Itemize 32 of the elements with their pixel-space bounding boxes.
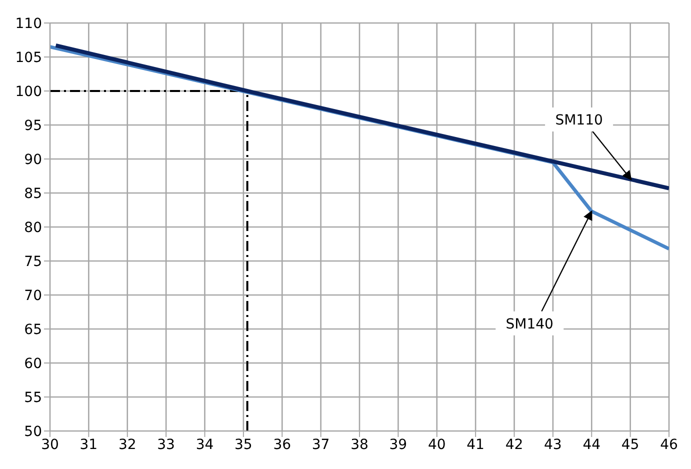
x-tick-label: 31 xyxy=(80,436,98,453)
x-tick-label: 30 xyxy=(41,436,59,453)
x-tick-label: 41 xyxy=(466,436,484,453)
x-tick-label: 40 xyxy=(428,436,446,453)
x-tick-label: 44 xyxy=(582,436,601,453)
y-tick-label: 55 xyxy=(24,390,42,406)
x-tick-label: 42 xyxy=(505,436,524,453)
y-tick-label: 80 xyxy=(24,220,42,236)
y-tick-label: 105 xyxy=(15,50,42,66)
x-tick-label: 37 xyxy=(312,436,330,453)
y-tick-label: 70 xyxy=(24,288,42,304)
y-tick-label: 50 xyxy=(24,424,42,440)
x-tick-label: 43 xyxy=(544,436,562,453)
x-tick-label: 35 xyxy=(234,436,252,453)
y-tick-label: 100 xyxy=(15,84,42,100)
y-tick-label: 65 xyxy=(24,322,42,338)
y-tick-label: 95 xyxy=(24,118,42,134)
y-tick-label: 60 xyxy=(24,356,42,372)
y-tick-label: 110 xyxy=(15,16,42,32)
x-tick-label: 45 xyxy=(621,436,640,453)
x-tick-label: 38 xyxy=(350,436,368,453)
x-tick-label: 36 xyxy=(273,436,292,453)
x-tick-label: 33 xyxy=(157,436,175,453)
x-tick-label: 39 xyxy=(389,436,408,453)
x-tick-label: 32 xyxy=(118,436,136,453)
y-tick-label: 85 xyxy=(24,186,42,202)
y-tick-label: 75 xyxy=(24,254,42,270)
text: SM140 xyxy=(506,316,554,332)
x-tick-label: 46 xyxy=(660,436,678,453)
y-tick-label: 90 xyxy=(24,152,42,168)
x-tick-label: 34 xyxy=(196,436,214,453)
text: SM110 xyxy=(555,112,603,128)
